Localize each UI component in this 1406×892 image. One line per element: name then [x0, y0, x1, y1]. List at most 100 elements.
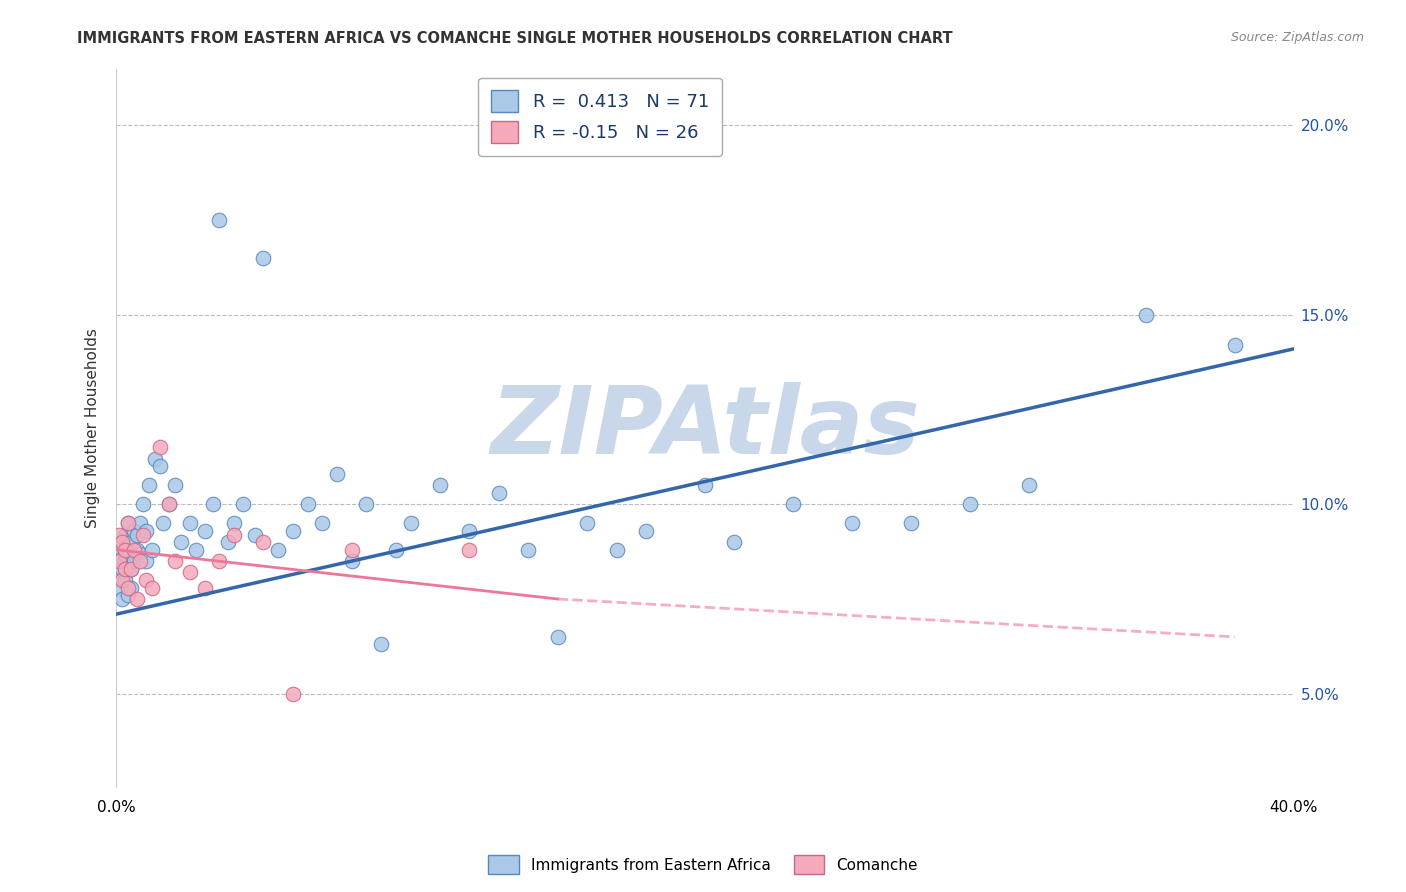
- Point: [117, 588, 139, 602]
- Point: [141, 581, 163, 595]
- Point: [128, 554, 150, 568]
- Point: [125, 527, 148, 541]
- Point: [111, 535, 134, 549]
- Point: [959, 497, 981, 511]
- Point: [340, 542, 363, 557]
- Point: [252, 535, 274, 549]
- Point: [120, 535, 142, 549]
- Point: [1223, 338, 1246, 352]
- Point: [132, 527, 155, 541]
- Point: [634, 524, 657, 538]
- Point: [488, 486, 510, 500]
- Point: [108, 554, 131, 568]
- Point: [243, 527, 266, 541]
- Point: [117, 516, 139, 531]
- Point: [429, 478, 451, 492]
- Text: IMMIGRANTS FROM EASTERN AFRICA VS COMANCHE SINGLE MOTHER HOUSEHOLDS CORRELATION : IMMIGRANTS FROM EASTERN AFRICA VS COMANC…: [77, 31, 953, 46]
- Point: [458, 524, 481, 538]
- Point: [135, 554, 157, 568]
- Point: [135, 524, 157, 538]
- Point: [193, 524, 215, 538]
- Point: [117, 542, 139, 557]
- Point: [517, 542, 540, 557]
- Point: [606, 542, 628, 557]
- Point: [141, 542, 163, 557]
- Y-axis label: Single Mother Households: Single Mother Households: [86, 328, 100, 528]
- Point: [723, 535, 745, 549]
- Point: [149, 459, 172, 474]
- Point: [120, 581, 142, 595]
- Point: [114, 547, 136, 561]
- Point: [222, 516, 245, 531]
- Point: [111, 535, 134, 549]
- Point: [370, 637, 392, 651]
- Point: [165, 478, 187, 492]
- Point: [114, 527, 136, 541]
- Point: [138, 478, 160, 492]
- Point: [179, 516, 201, 531]
- Text: Source: ZipAtlas.com: Source: ZipAtlas.com: [1230, 31, 1364, 45]
- Point: [1018, 478, 1040, 492]
- Point: [114, 573, 136, 587]
- Point: [222, 527, 245, 541]
- Point: [108, 527, 131, 541]
- Point: [122, 542, 145, 557]
- Point: [128, 516, 150, 531]
- Point: [111, 573, 134, 587]
- Point: [311, 516, 333, 531]
- Point: [120, 562, 142, 576]
- Point: [108, 566, 131, 580]
- Point: [782, 497, 804, 511]
- Point: [117, 581, 139, 595]
- Point: [157, 497, 180, 511]
- Point: [340, 554, 363, 568]
- Point: [1135, 308, 1157, 322]
- Point: [128, 547, 150, 561]
- Point: [281, 687, 304, 701]
- Point: [841, 516, 863, 531]
- Point: [114, 554, 136, 568]
- Point: [122, 524, 145, 538]
- Point: [385, 542, 408, 557]
- Point: [114, 562, 136, 576]
- Point: [125, 592, 148, 607]
- Point: [165, 554, 187, 568]
- Point: [157, 497, 180, 511]
- Point: [208, 213, 231, 227]
- Point: [111, 562, 134, 576]
- Point: [217, 535, 239, 549]
- Point: [693, 478, 716, 492]
- Point: [170, 535, 193, 549]
- Text: ZIPAtlas: ZIPAtlas: [491, 383, 920, 475]
- Legend: R =  0.413   N = 71, R = -0.15   N = 26: R = 0.413 N = 71, R = -0.15 N = 26: [478, 78, 721, 156]
- Point: [122, 554, 145, 568]
- Point: [143, 451, 166, 466]
- Point: [281, 524, 304, 538]
- Point: [114, 542, 136, 557]
- Point: [326, 467, 349, 481]
- Point: [125, 542, 148, 557]
- Point: [135, 573, 157, 587]
- Point: [111, 592, 134, 607]
- Point: [108, 581, 131, 595]
- Point: [152, 516, 174, 531]
- Point: [202, 497, 225, 511]
- Point: [356, 497, 378, 511]
- Point: [252, 251, 274, 265]
- Point: [132, 497, 155, 511]
- Point: [458, 542, 481, 557]
- Point: [900, 516, 922, 531]
- Point: [117, 516, 139, 531]
- Point: [120, 562, 142, 576]
- Point: [576, 516, 599, 531]
- Point: [232, 497, 254, 511]
- Point: [399, 516, 422, 531]
- Point: [179, 566, 201, 580]
- Point: [184, 542, 207, 557]
- Point: [149, 441, 172, 455]
- Point: [547, 630, 569, 644]
- Point: [108, 550, 131, 565]
- Point: [208, 554, 231, 568]
- Point: [297, 497, 319, 511]
- Point: [193, 581, 215, 595]
